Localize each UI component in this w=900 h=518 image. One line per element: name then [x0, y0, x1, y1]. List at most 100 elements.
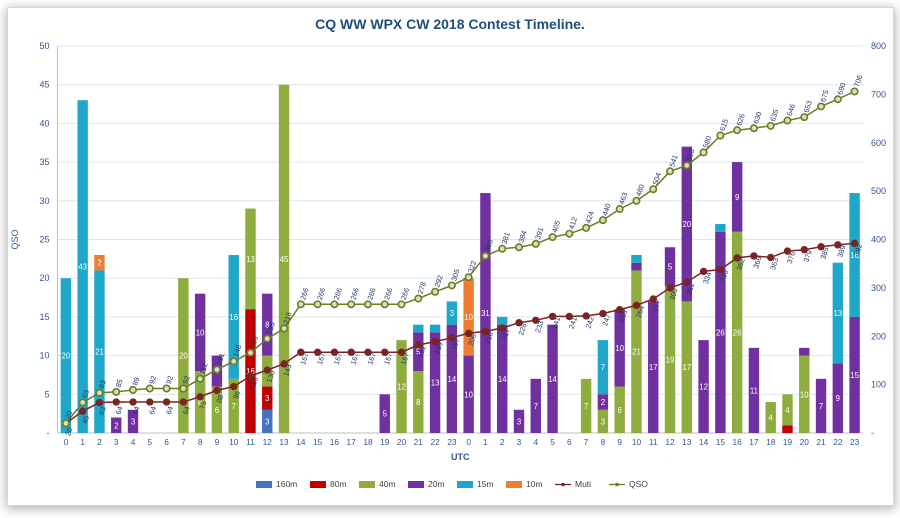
svg-text:85: 85	[114, 378, 125, 389]
svg-text:3: 3	[265, 417, 269, 426]
svg-text:131: 131	[214, 352, 226, 366]
svg-text:322: 322	[466, 259, 478, 273]
svg-text:9: 9	[617, 437, 622, 447]
svg-text:11: 11	[246, 437, 255, 447]
svg-text:26: 26	[716, 328, 725, 337]
svg-text:580: 580	[701, 135, 713, 149]
svg-text:11: 11	[750, 386, 758, 395]
svg-text:18: 18	[766, 437, 776, 447]
svg-text:504: 504	[651, 171, 663, 185]
svg-text:64: 64	[147, 405, 158, 416]
svg-text:13: 13	[682, 437, 692, 447]
svg-text:3: 3	[517, 437, 522, 447]
svg-text:2: 2	[114, 421, 118, 430]
svg-text:463: 463	[617, 191, 629, 205]
svg-text:20m: 20m	[428, 479, 445, 489]
svg-text:QSO: QSO	[629, 479, 648, 489]
svg-text:-: -	[47, 428, 50, 438]
svg-text:690: 690	[835, 81, 847, 95]
svg-text:100: 100	[871, 380, 886, 390]
svg-text:7: 7	[584, 437, 589, 447]
svg-text:381: 381	[500, 231, 512, 245]
svg-text:266: 266	[298, 287, 310, 301]
svg-text:17: 17	[749, 437, 759, 447]
svg-text:305: 305	[449, 268, 461, 282]
svg-text:13: 13	[431, 379, 440, 388]
svg-text:1: 1	[483, 437, 488, 447]
svg-text:19: 19	[380, 437, 390, 447]
svg-text:17: 17	[649, 363, 658, 372]
svg-text:13: 13	[279, 437, 289, 447]
svg-text:10: 10	[632, 437, 642, 447]
svg-text:7: 7	[534, 402, 538, 411]
svg-text:4: 4	[785, 406, 790, 415]
svg-text:15: 15	[716, 437, 726, 447]
svg-text:45: 45	[39, 80, 49, 90]
svg-text:12: 12	[665, 437, 675, 447]
svg-text:12: 12	[699, 383, 708, 392]
svg-text:5: 5	[550, 437, 555, 447]
svg-text:6: 6	[215, 406, 219, 415]
svg-text:3: 3	[601, 417, 605, 426]
svg-text:14: 14	[699, 437, 709, 447]
svg-text:20: 20	[62, 352, 71, 361]
svg-text:292: 292	[432, 274, 444, 288]
svg-text:700: 700	[871, 89, 886, 99]
svg-text:40: 40	[39, 118, 49, 128]
svg-text:9: 9	[215, 437, 220, 447]
svg-text:83: 83	[97, 379, 108, 390]
svg-text:88: 88	[214, 394, 225, 405]
svg-text:18: 18	[363, 437, 373, 447]
svg-text:7: 7	[601, 363, 605, 372]
svg-text:75: 75	[197, 400, 208, 411]
svg-text:16: 16	[733, 437, 743, 447]
svg-text:64: 64	[164, 405, 175, 416]
svg-text:16: 16	[229, 313, 238, 322]
svg-text:626: 626	[734, 112, 746, 126]
svg-text:0: 0	[466, 437, 471, 447]
svg-text:23: 23	[850, 437, 860, 447]
svg-text:635: 635	[768, 108, 780, 122]
svg-text:50: 50	[39, 41, 49, 51]
svg-text:3: 3	[131, 417, 135, 426]
svg-text:266: 266	[349, 287, 361, 301]
svg-text:266: 266	[382, 287, 394, 301]
svg-text:0: 0	[64, 437, 69, 447]
svg-text:22: 22	[430, 437, 440, 447]
svg-text:UTC: UTC	[451, 452, 470, 462]
svg-text:15m: 15m	[477, 479, 494, 489]
svg-text:675: 675	[818, 89, 830, 103]
svg-text:14: 14	[548, 375, 557, 384]
svg-text:20: 20	[179, 352, 188, 361]
svg-text:80m: 80m	[330, 479, 347, 489]
svg-text:5: 5	[147, 437, 152, 447]
svg-text:20: 20	[682, 220, 691, 229]
svg-text:17: 17	[347, 437, 357, 447]
svg-text:89: 89	[130, 376, 141, 387]
svg-text:2: 2	[97, 259, 101, 268]
svg-text:20: 20	[800, 437, 810, 447]
svg-text:63: 63	[97, 406, 108, 417]
svg-text:10: 10	[229, 437, 239, 447]
svg-text:21: 21	[816, 437, 826, 447]
svg-text:15: 15	[39, 312, 49, 322]
svg-text:8: 8	[198, 437, 203, 447]
svg-text:541: 541	[667, 154, 679, 168]
svg-text:4: 4	[769, 414, 774, 423]
svg-text:2: 2	[500, 437, 505, 447]
svg-text:96: 96	[231, 390, 242, 401]
svg-text:2: 2	[601, 398, 605, 407]
svg-text:10: 10	[464, 313, 473, 322]
svg-text:19: 19	[666, 355, 675, 364]
svg-text:15: 15	[850, 371, 859, 380]
svg-text:7: 7	[181, 437, 186, 447]
svg-text:6: 6	[567, 437, 572, 447]
svg-text:10: 10	[196, 328, 205, 337]
svg-text:160m: 160m	[276, 479, 297, 489]
svg-text:QSO: QSO	[10, 229, 20, 249]
svg-text:7: 7	[819, 402, 823, 411]
svg-text:266: 266	[315, 287, 327, 301]
svg-text:26: 26	[733, 328, 742, 337]
svg-text:5: 5	[383, 410, 388, 419]
svg-text:43: 43	[78, 263, 87, 272]
